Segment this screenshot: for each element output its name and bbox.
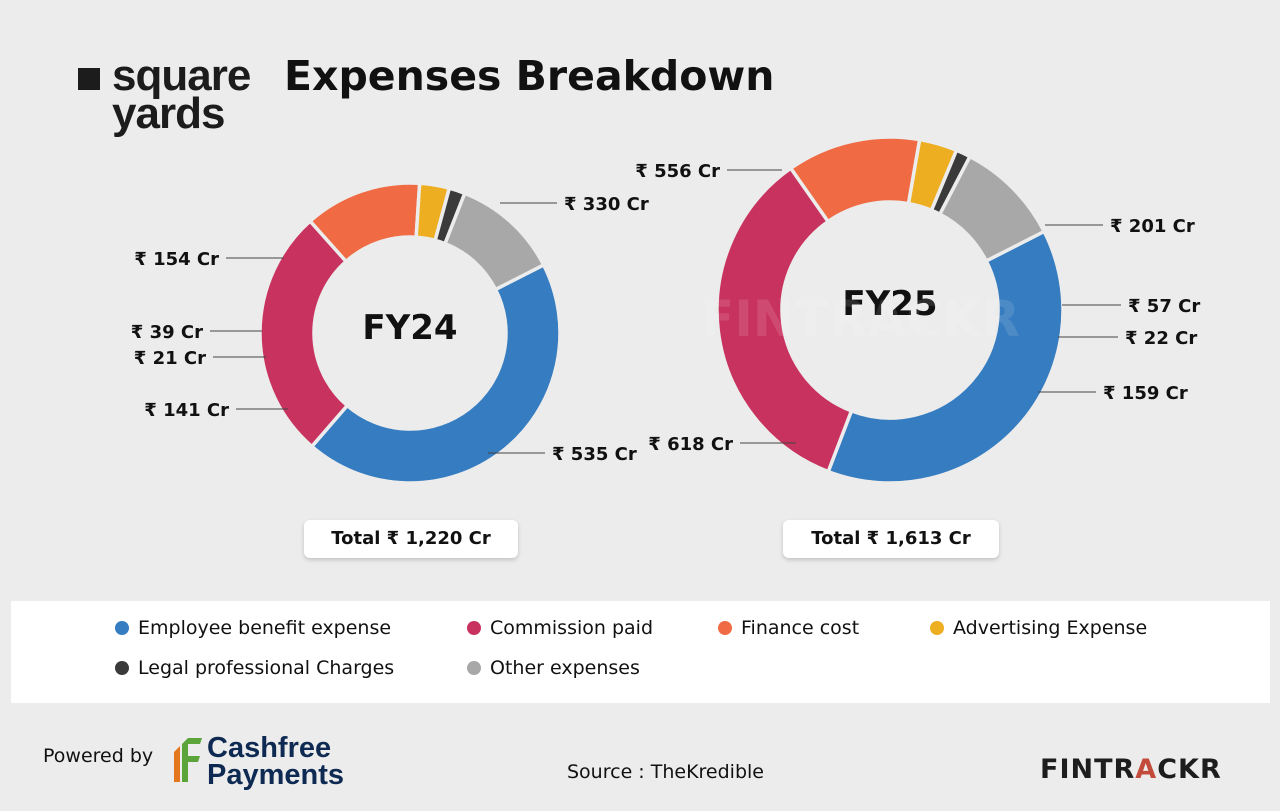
fy25-slice-employee [826,229,1065,485]
legend-label: Commission paid [490,617,654,639]
legend-label: Other expenses [490,657,640,679]
fintrackr-watermark: FINTRACKR [700,290,1020,348]
fintrackr-accent-a: A [1135,754,1158,785]
cashfree-line2: Payments [207,759,345,791]
fintrackr-part2: CKR [1157,754,1222,785]
page-title: Expenses Breakdown [284,52,775,100]
fy25-value-label-commission: ₹ 556 Cr [635,161,720,182]
logo-word-square: square [112,51,251,100]
donut-charts: FY24 ₹ 535 Cr ₹ 330 Cr ₹ 154 Cr ₹ 39 Cr ₹ 21 … [131,135,1200,485]
legend-dot-other [467,661,481,675]
legend-label: Employee benefit expense [138,617,392,639]
fy25-value-label-other: ₹ 159 Cr [1103,383,1188,404]
fy24-value-label-employee: ₹ 535 Cr [552,444,637,465]
legend-item-other: Other expenses [467,657,640,679]
cashfree-line1: Cashfree [207,732,332,764]
cashfree-wordmark: Cashfree Payments [207,732,345,791]
fy25-slice-other [938,154,1046,263]
legend-dot-legal [115,661,129,675]
legend-dot-commission [467,621,481,635]
powered-by-label: Powered by [43,745,154,767]
legend-dot-advertising [930,621,944,635]
fy25-center-label: FY25 [842,284,937,324]
fy25-value-label-finance: ₹ 201 Cr [1110,216,1195,237]
legend-label: Advertising Expense [953,617,1148,639]
fy25-value-label-employee: ₹ 618 Cr [648,434,733,455]
fintrackr-part1: FINTR [1040,754,1136,785]
fy24-slice-commission [258,219,349,449]
cashfree-logo-icon [174,738,202,782]
fy24-slice-employee [310,263,562,485]
fy25-total-label: Total ₹ 1,613 Cr [783,520,999,558]
legend-item-finance: Finance cost [718,617,859,639]
logo-square-icon [78,68,100,90]
fy24-value-label-other: ₹ 141 Cr [144,400,229,421]
fy24-total-label: Total ₹ 1,220 Cr [304,520,518,558]
fy24-value-label-commission: ₹ 330 Cr [564,194,649,215]
logo-word-yards: yards [112,89,225,138]
legend-label: Legal professional Charges [138,657,395,679]
fy24-value-label-finance: ₹ 154 Cr [134,249,219,270]
legend-item-advertising: Advertising Expense [930,617,1147,639]
legend-item-employee: Employee benefit expense [115,617,391,639]
legend-item-commission: Commission paid [467,617,653,639]
legend-item-legal: Legal professional Charges [115,657,394,679]
fy25-slice-commission [715,166,854,474]
source-text: Source : TheKredible [567,761,764,783]
legend-dot-finance [718,621,732,635]
legend-dot-employee [115,621,129,635]
fy25-value-label-advertising: ₹ 57 Cr [1128,296,1200,317]
chart-legend: Employee benefit expense Commission paid… [11,601,1270,703]
fy24-value-label-legal: ₹ 21 Cr [134,348,206,369]
fintrackr-logo: FINTRACKR [1040,754,1222,785]
fy24-center-label: FY24 [362,308,457,348]
fy24-slice-other [443,191,546,292]
legend-label: Finance cost [741,617,860,639]
fy24-value-label-advertising: ₹ 39 Cr [131,322,203,343]
fy25-value-label-legal: ₹ 22 Cr [1125,328,1197,349]
